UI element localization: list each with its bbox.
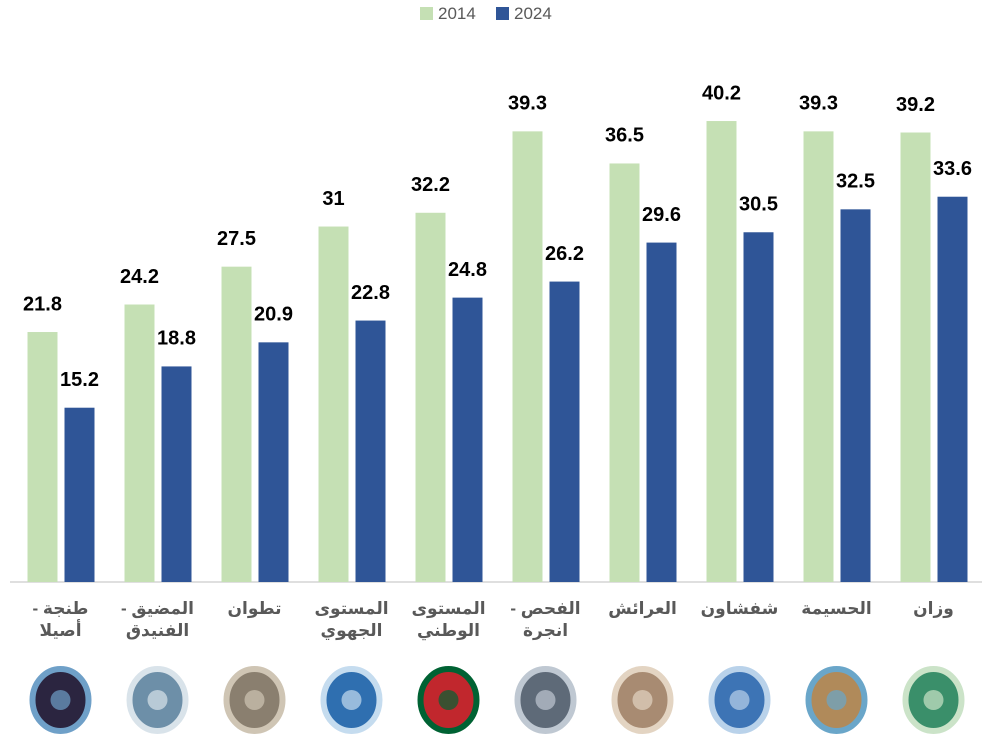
x-tick-label: المستوى الجهوي [307,598,397,642]
x-tick-label: الفحص - انجرة [501,598,591,642]
bar [901,133,931,582]
category-icon-detail [633,690,653,710]
category-icon-detail [51,690,71,710]
legend-label: 2024 [514,4,552,23]
chart: 2014 2024 21.8 15.2 24.2 18.8 27.5 20.9 31 22.8 32… [0,0,992,735]
bar [841,209,871,582]
x-tick-label: الحسيمة [792,598,882,620]
category-icon-detail [924,690,944,710]
data-label: 22.8 [351,282,390,304]
bar [610,163,640,582]
x-tick-label: تطوان [210,598,300,620]
x-tick-label: العرائش [598,598,688,620]
data-label: 24.2 [120,266,159,288]
x-tick-label: طنجة - أصيلا [16,598,106,642]
bar [647,243,677,582]
category-icon-detail [730,690,750,710]
bar [744,232,774,582]
legend-label: 2014 [438,4,476,23]
data-label: 39.2 [896,94,935,116]
x-tick-label: المضيق - الفنيدق [113,598,203,642]
category-icon-detail [342,690,362,710]
bar [938,197,968,582]
x-tick-label: وزان [889,598,979,620]
data-label: 40.2 [702,82,741,104]
bar [319,227,349,582]
bar [28,332,58,582]
data-label: 15.2 [60,369,99,391]
x-tick-label: شفشاون [695,598,785,620]
bar [222,267,252,582]
bar [259,342,289,582]
data-label: 20.9 [254,304,293,326]
bar [550,282,580,582]
bar [125,305,155,582]
category-icon-detail [148,690,168,710]
data-label: 39.3 [508,93,547,115]
bar [453,298,483,582]
legend-swatch [496,7,509,20]
category-icon-detail [439,690,459,710]
data-label: 33.6 [933,158,972,180]
data-label: 24.8 [448,259,487,281]
data-label: 26.2 [545,243,584,265]
data-label: 32.2 [411,174,450,196]
data-label: 32.5 [836,171,875,193]
data-label: 27.5 [217,228,256,250]
category-icon-detail [536,690,556,710]
bar [416,213,446,582]
bar [707,121,737,582]
x-tick-label: المستوى الوطني [404,598,494,642]
category-icon-detail [245,690,265,710]
data-label: 31 [322,188,344,210]
data-label: 39.3 [799,93,838,115]
bar [804,131,834,582]
category-icon-detail [827,690,847,710]
bar [513,131,543,582]
bar [162,366,192,582]
data-label: 30.5 [739,194,778,216]
bar [356,321,386,582]
data-label: 29.6 [642,204,681,226]
data-label: 21.8 [23,293,62,315]
legend-swatch [420,7,433,20]
data-label: 18.8 [157,328,196,350]
data-label: 36.5 [605,125,644,147]
bar [65,408,95,582]
